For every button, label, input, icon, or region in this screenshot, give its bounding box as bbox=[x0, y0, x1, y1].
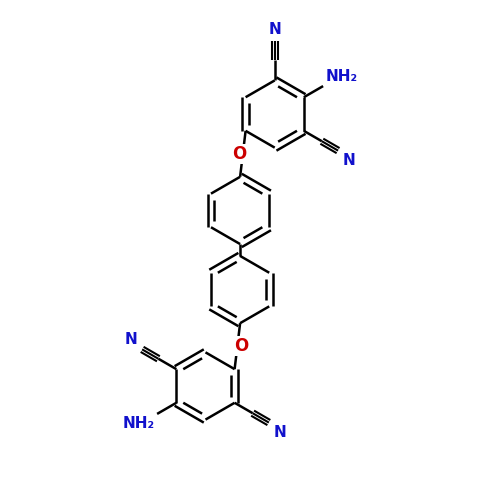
Text: N: N bbox=[268, 22, 281, 37]
Text: N: N bbox=[273, 424, 286, 440]
Text: N: N bbox=[342, 152, 355, 168]
Text: NH₂: NH₂ bbox=[326, 68, 358, 84]
Text: O: O bbox=[234, 337, 248, 355]
Text: NH₂: NH₂ bbox=[122, 416, 154, 432]
Text: O: O bbox=[232, 145, 246, 163]
Text: N: N bbox=[125, 332, 138, 347]
